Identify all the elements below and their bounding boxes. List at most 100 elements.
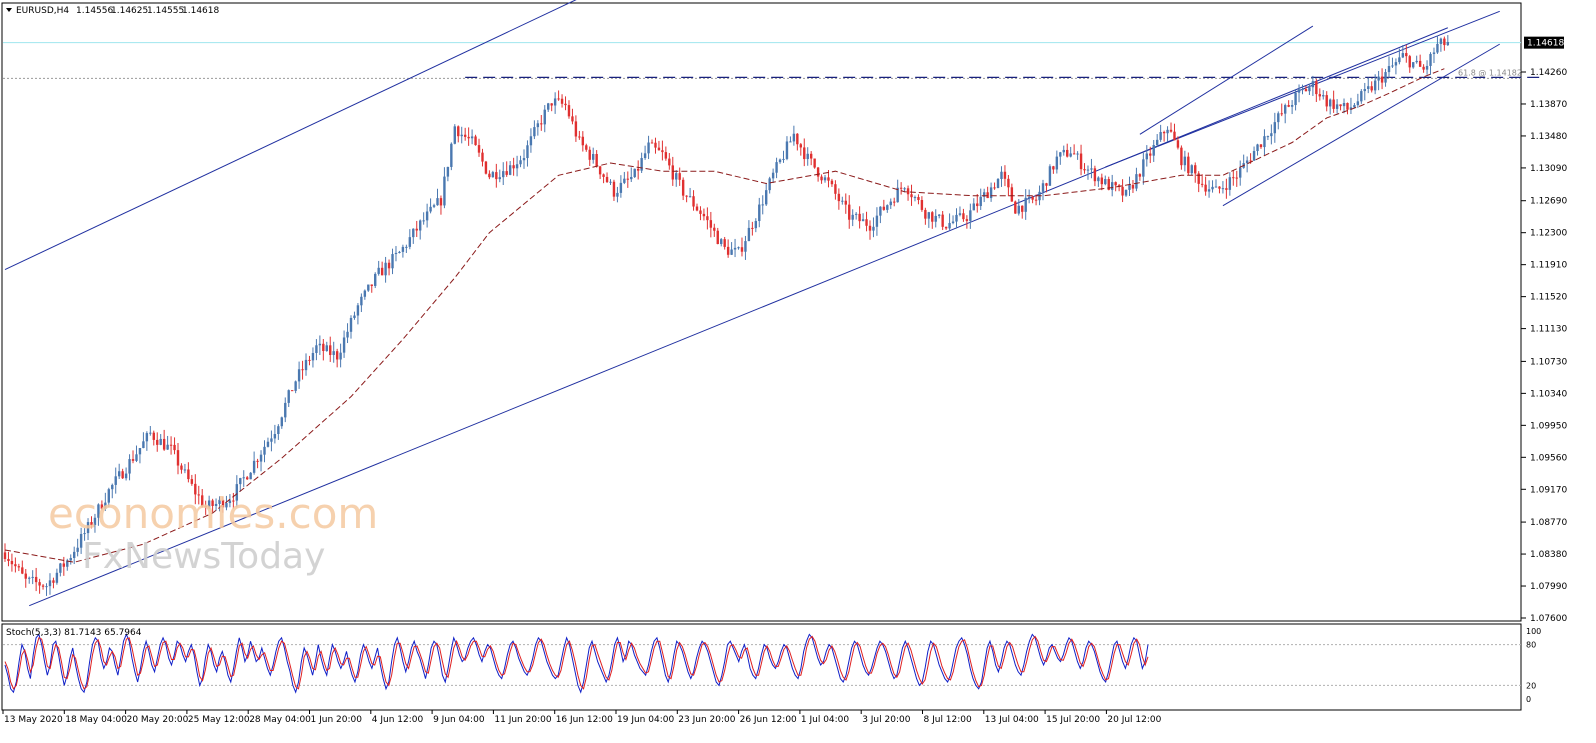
candle-body	[1034, 199, 1038, 201]
candle-body	[335, 351, 339, 360]
candle-body	[52, 580, 55, 583]
candle-body	[695, 206, 699, 211]
candle-body	[1079, 153, 1083, 170]
trendline-1[interactable]	[29, 27, 1449, 607]
candle-body	[671, 165, 674, 180]
time-tick-label: 28 May 04:00	[249, 715, 311, 725]
candle-body	[1142, 159, 1145, 177]
candle-body	[470, 136, 474, 139]
candle-body	[311, 352, 315, 361]
candle-body	[553, 98, 557, 106]
candle-body	[522, 158, 526, 161]
candle-body	[384, 262, 387, 276]
candle-body	[1446, 41, 1450, 46]
candle-body	[630, 176, 633, 180]
time-tick-label: 25 May 12:00	[188, 715, 250, 725]
candle-body	[626, 178, 629, 180]
symbol-label: EURUSD,H4	[16, 6, 69, 16]
candle-body	[1048, 166, 1052, 186]
candle-body	[194, 483, 197, 495]
candle-body	[619, 182, 623, 193]
collapse-triangle-icon[interactable]	[6, 8, 12, 12]
candle-body	[235, 484, 239, 501]
candle-body	[290, 390, 294, 392]
candle-body	[408, 237, 412, 247]
candle-body	[938, 214, 941, 216]
candle-body	[308, 359, 311, 361]
candle-body	[505, 171, 508, 175]
candle-body	[508, 165, 512, 175]
candle-body	[3, 552, 7, 559]
candle-body	[948, 222, 951, 229]
candle-body	[446, 166, 450, 177]
candle-body	[41, 585, 45, 587]
candle-body	[1093, 168, 1097, 182]
candle-body	[467, 136, 470, 139]
candle-body	[304, 359, 308, 371]
candle-body	[778, 159, 782, 163]
candle-body	[1235, 177, 1238, 179]
candle-body	[969, 210, 972, 221]
candle-body	[533, 127, 536, 137]
candle-body	[86, 522, 90, 534]
candle-body	[1166, 129, 1169, 134]
candle-body	[432, 205, 436, 207]
candle-body	[353, 315, 356, 318]
price-panel[interactable]: 61.8 @ 1.14182 economies.com FxNewsToday…	[1, 0, 1567, 624]
candle-body	[903, 188, 906, 190]
candle-body	[872, 226, 875, 231]
candle-body	[896, 187, 899, 203]
candle-body	[1391, 65, 1394, 67]
candle-body	[1429, 53, 1432, 66]
candle-body	[214, 503, 218, 506]
candle-body	[197, 494, 200, 496]
candle-body	[211, 500, 214, 506]
trendline-5[interactable]	[1222, 43, 1500, 207]
trendline-2[interactable]	[4, 0, 621, 271]
price-axis[interactable]: 1.07600 1.07990 1.08380 1.08770 1.09170 1.095…	[1521, 36, 1567, 624]
trendline-4[interactable]	[1139, 25, 1314, 135]
price-tick-label: 1.13090	[1530, 164, 1567, 174]
candle-body	[771, 172, 775, 179]
candle-body	[813, 158, 816, 168]
candle-body	[796, 133, 799, 145]
stochastic-panel[interactable]: Stoch(5,3,3) 81.7143 65.7964 0 20 80 100	[1, 623, 1541, 711]
candle-body	[879, 206, 882, 216]
candle-body	[723, 239, 726, 247]
candle-body	[1221, 188, 1225, 190]
current-price-badge	[1524, 36, 1564, 49]
price-tick-label: 1.13870	[1530, 100, 1567, 110]
candle-body	[405, 246, 408, 248]
candle-body	[183, 469, 187, 471]
candle-body	[560, 98, 564, 104]
candle-body	[1052, 166, 1055, 170]
candle-body	[1066, 149, 1069, 157]
candle-body	[941, 214, 944, 227]
candle-body	[45, 586, 48, 588]
low-value: 1.14555	[147, 6, 184, 16]
candle-body	[1325, 95, 1328, 107]
candle-body	[1308, 87, 1311, 92]
candle-body	[1069, 153, 1072, 157]
candle-body	[661, 150, 664, 153]
candle-body	[1384, 72, 1387, 83]
candle-body	[592, 153, 595, 160]
candle-body	[782, 158, 785, 160]
candle-body	[450, 143, 453, 167]
candle-body	[765, 190, 768, 205]
candle-body	[616, 192, 619, 197]
candle-body	[425, 211, 429, 221]
candle-body	[920, 199, 924, 210]
candle-body	[536, 123, 540, 128]
candle-body	[979, 196, 982, 207]
candle-body	[149, 432, 152, 434]
candle-body	[201, 495, 204, 507]
candle-body	[598, 166, 602, 175]
candle-body	[7, 558, 10, 561]
candle-body	[609, 181, 612, 183]
candle-body	[1328, 99, 1332, 107]
candle-body	[1439, 38, 1443, 44]
time-axis[interactable]: 13 May 2020 18 May 04:00 20 May 20:00 25 Ma…	[2, 710, 1162, 725]
candle-body	[156, 439, 159, 445]
